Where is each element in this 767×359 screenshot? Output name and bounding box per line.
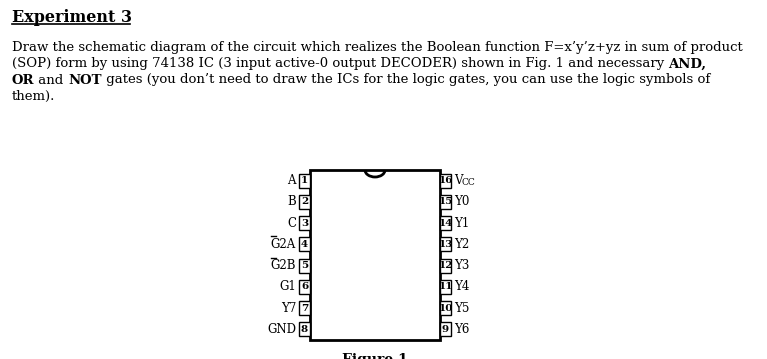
- Text: 1: 1: [301, 176, 308, 185]
- Text: G2B: G2B: [271, 259, 296, 272]
- Text: Draw the schematic diagram of the circuit which realizes the Boolean function F=: Draw the schematic diagram of the circui…: [12, 42, 742, 55]
- Bar: [440, 237, 451, 251]
- Text: G2A: G2A: [271, 238, 296, 251]
- Text: Y1: Y1: [454, 216, 469, 230]
- Bar: [310, 170, 440, 340]
- Text: V: V: [454, 174, 463, 187]
- Text: 16: 16: [438, 176, 453, 185]
- Text: 5: 5: [301, 261, 308, 270]
- Bar: [299, 174, 310, 188]
- Text: A: A: [288, 174, 296, 187]
- Bar: [299, 258, 310, 272]
- Text: 13: 13: [438, 240, 453, 249]
- Text: (SOP) form by using 74138 IC (3 input active-0 output DECODER) shown in Fig. 1 a: (SOP) form by using 74138 IC (3 input ac…: [12, 57, 669, 70]
- Text: AND,: AND,: [669, 57, 706, 70]
- Text: OR: OR: [12, 74, 35, 87]
- Text: Figure 1: Figure 1: [342, 353, 408, 359]
- Text: Y4: Y4: [454, 280, 469, 293]
- Text: 12: 12: [438, 261, 453, 270]
- Bar: [299, 322, 310, 336]
- Text: 2: 2: [301, 197, 308, 206]
- Text: 4: 4: [301, 240, 308, 249]
- Bar: [440, 195, 451, 209]
- Bar: [299, 216, 310, 230]
- Text: Y5: Y5: [454, 302, 469, 314]
- Text: 9: 9: [442, 325, 449, 334]
- Text: them).: them).: [12, 89, 55, 103]
- Text: Y0: Y0: [454, 195, 469, 208]
- Text: Experiment 3: Experiment 3: [12, 9, 132, 25]
- Text: 3: 3: [301, 219, 308, 228]
- Bar: [299, 301, 310, 315]
- Text: CC: CC: [461, 178, 475, 187]
- Text: 11: 11: [438, 283, 453, 292]
- Bar: [440, 174, 451, 188]
- Text: 10: 10: [438, 304, 453, 313]
- Text: Y2: Y2: [454, 238, 469, 251]
- Text: Y7: Y7: [281, 302, 296, 314]
- Text: B: B: [288, 195, 296, 208]
- Text: G1: G1: [279, 280, 296, 293]
- Bar: [299, 237, 310, 251]
- Text: Y6: Y6: [454, 323, 469, 336]
- Text: 6: 6: [301, 283, 308, 292]
- Bar: [299, 280, 310, 294]
- Text: and: and: [35, 74, 68, 87]
- Bar: [440, 216, 451, 230]
- Text: 15: 15: [438, 197, 453, 206]
- Bar: [440, 322, 451, 336]
- Bar: [440, 258, 451, 272]
- Text: 8: 8: [301, 325, 308, 334]
- Text: GND: GND: [267, 323, 296, 336]
- Text: 14: 14: [438, 219, 453, 228]
- Text: C: C: [287, 216, 296, 230]
- Text: gates (you don’t need to draw the ICs for the logic gates, you can use the logic: gates (you don’t need to draw the ICs fo…: [101, 74, 709, 87]
- Text: NOT: NOT: [68, 74, 101, 87]
- Bar: [440, 301, 451, 315]
- Bar: [440, 280, 451, 294]
- Text: 7: 7: [301, 304, 308, 313]
- Bar: [299, 195, 310, 209]
- Text: Y3: Y3: [454, 259, 469, 272]
